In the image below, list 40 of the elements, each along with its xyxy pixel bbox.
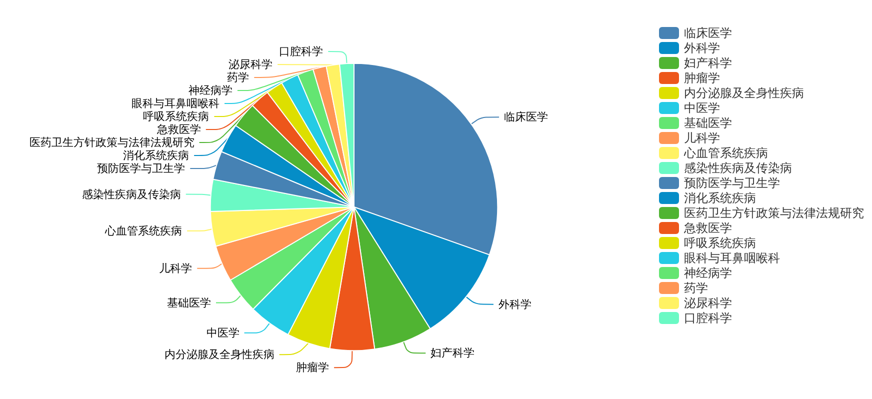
legend-label: 呼吸系统疾病 bbox=[684, 236, 756, 250]
legend-label: 妇产科学 bbox=[684, 56, 732, 70]
legend-label: 泌尿科学 bbox=[684, 296, 732, 310]
legend-label: 内分泌腺及全身性疾病 bbox=[684, 86, 804, 100]
legend-label: 预防医学与卫生学 bbox=[684, 176, 780, 190]
legend-label: 神经病学 bbox=[684, 266, 732, 280]
slice-label: 妇产科学 bbox=[430, 346, 475, 360]
legend-label: 医药卫生方针政策与法律法规研究 bbox=[684, 206, 864, 220]
legend-label: 外科学 bbox=[684, 41, 720, 55]
legend-label: 基础医学 bbox=[684, 116, 732, 130]
slice-label: 急救医学 bbox=[156, 123, 201, 136]
legend-label: 心血管系统疾病 bbox=[683, 146, 768, 160]
slice-label: 眼科与耳鼻咽喉科 bbox=[132, 97, 220, 110]
legend-label: 消化系统疾病 bbox=[684, 191, 756, 205]
slice-label: 预防医学与卫生学 bbox=[97, 162, 186, 176]
legend-label: 中医学 bbox=[684, 101, 720, 115]
slice-label: 医药卫生方针政策与法律法规研究 bbox=[29, 136, 194, 150]
slice-label: 神经病学 bbox=[188, 84, 232, 98]
legend-label: 口腔科学 bbox=[684, 311, 732, 325]
legend-label: 眼科与耳鼻咽喉科 bbox=[684, 251, 780, 265]
legend-label: 感染性疾病及传染病 bbox=[684, 161, 792, 175]
slice-label: 感染性疾病及传染病 bbox=[82, 188, 181, 201]
slice-label: 中医学 bbox=[206, 326, 240, 340]
slice-label: 临床医学 bbox=[504, 110, 548, 124]
slice-label: 药学 bbox=[227, 71, 250, 84]
slice-label: 泌尿科学 bbox=[228, 58, 273, 72]
legend-label: 临床医学 bbox=[684, 26, 732, 40]
slice-label: 儿科学 bbox=[159, 262, 192, 275]
slice-label: 呼吸系统疾病 bbox=[143, 110, 210, 124]
legend-label: 儿科学 bbox=[684, 131, 720, 145]
legend-label: 药学 bbox=[684, 281, 708, 295]
slice-label: 肿瘤学 bbox=[296, 361, 330, 374]
legend-label: 肿瘤学 bbox=[684, 71, 720, 85]
slice-label: 基础医学 bbox=[167, 296, 212, 310]
slice-label: 心血管系统疾病 bbox=[104, 224, 182, 238]
legend-label: 急救医学 bbox=[683, 221, 732, 235]
slice-label: 内分泌腺及全身性疾病 bbox=[164, 348, 274, 362]
slice-label: 口腔科学 bbox=[279, 45, 324, 58]
slice-label: 消化系统疾病 bbox=[123, 149, 190, 162]
slice-label: 外科学 bbox=[498, 298, 532, 311]
